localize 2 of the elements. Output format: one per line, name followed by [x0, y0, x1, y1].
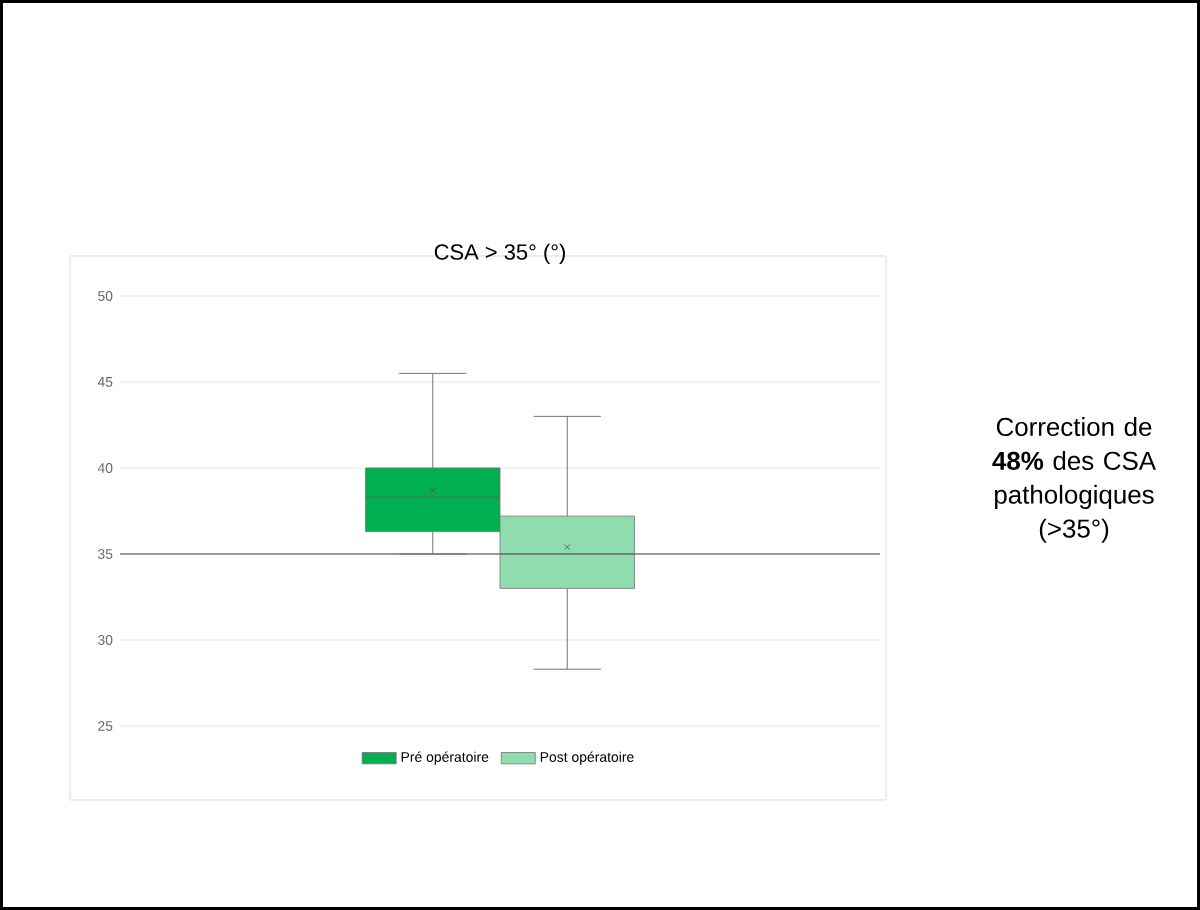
- text: Correction de 48% des CSA pathologiques (>35°): [992, 417, 1156, 543]
- chart-title: CSA > 35° (°): [434, 243, 565, 265]
